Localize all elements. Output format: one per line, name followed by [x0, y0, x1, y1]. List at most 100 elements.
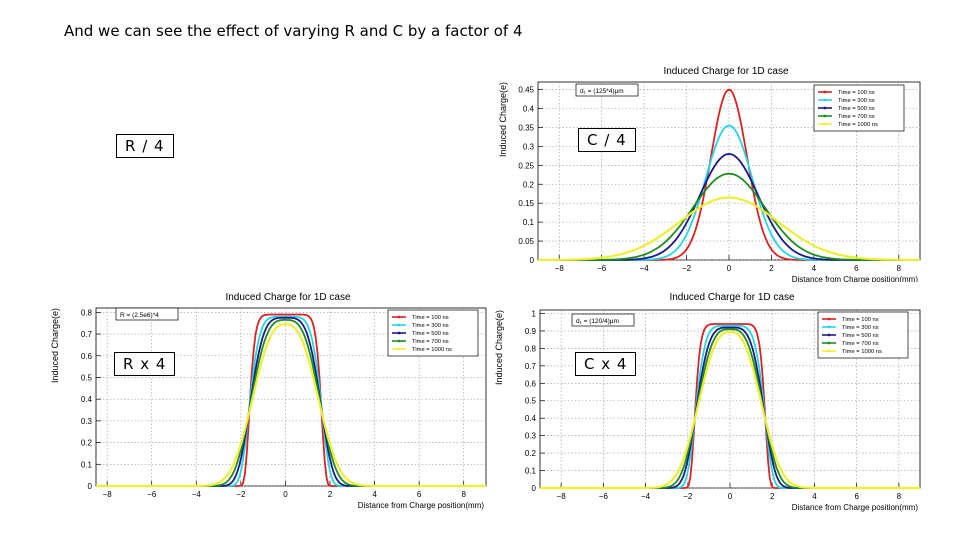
y-tick-label: 0.25	[518, 161, 534, 170]
annotation-box: d₁ = (120/4)μm	[571, 313, 635, 327]
y-tick-label: 0.4	[81, 395, 93, 404]
x-tick-label: 8	[461, 490, 466, 499]
y-tick-label: 0.2	[523, 180, 535, 189]
x-tick-label: −6	[599, 492, 609, 501]
y-tick-label: 0.7	[525, 362, 537, 371]
x-axis-label: Distance from Charge position(mm)	[792, 503, 919, 512]
y-tick-label: 0.1	[523, 218, 535, 227]
x-tick-label: 2	[328, 490, 333, 499]
y-tick-label: 0.2	[81, 439, 93, 448]
x-tick-label: −4	[640, 264, 650, 273]
y-axis-label: Induced Charge(e)	[498, 82, 508, 157]
y-tick-label: 0.6	[525, 379, 537, 388]
legend-marker	[397, 339, 401, 343]
chart-r-mul-panel: −8 −6 −4 −2 0 2 4 6 8 0 0.1 0.2 0.3 0.4 0.5 0.6 0.7 0.8 In…	[48, 286, 490, 512]
chart-title: Induced Charge for 1D case	[663, 66, 789, 77]
legend-marker	[827, 333, 831, 337]
chart-title: Induced Charge for 1D case	[669, 292, 795, 303]
y-tick-label: 0.1	[81, 460, 93, 469]
legend-entry: Time = 500 ns	[412, 331, 449, 337]
legend-marker	[823, 114, 827, 118]
legend: Time = 100 ns Time = 300 ns Time = 500 ns T…	[387, 309, 479, 357]
legend-entry: Time = 1000 ns	[412, 347, 452, 353]
chart-c-mul-panel: −8 −6 −4 −2 0 2 4 6 8 0 0.1 0.2 0.3 0.4 0.5 0.6 0.7 0.8 0.…	[492, 286, 924, 512]
legend-entry: Time = 300 ns	[412, 323, 449, 329]
annotation-text: d₁ = (120/4)μm	[576, 318, 619, 325]
y-tick-label: 0	[88, 482, 93, 491]
legend-marker	[823, 106, 827, 110]
chart-title: Induced Charge for 1D case	[225, 292, 351, 303]
x-axis-label: Distance from Charge position(mm)	[792, 275, 919, 282]
legend-marker	[397, 323, 401, 327]
y-tick-label: 0.05	[518, 237, 534, 246]
legend-entry: Time = 500 ns	[842, 333, 879, 339]
label-r-div: R / 4	[116, 134, 174, 158]
legend-entry: Time = 700 ns	[838, 114, 875, 120]
x-axis-label: Distance from Charge position(mm)	[358, 501, 485, 510]
y-tick-label: 0.2	[525, 449, 537, 458]
x-tick-label: 2	[770, 492, 775, 501]
y-tick-label: 0.6	[81, 352, 93, 361]
label-c-mul: C x 4	[575, 352, 637, 376]
y-axis-label: Induced Charge(e)	[494, 310, 504, 385]
y-axis-label: Induced Charge(e)	[50, 308, 60, 383]
x-tick-label: 8	[897, 492, 902, 501]
legend-marker	[823, 90, 827, 94]
y-tick-label: 0.4	[525, 414, 537, 423]
x-tick-label: −2	[236, 490, 246, 499]
x-tick-label: −2	[682, 264, 692, 273]
x-tick-label: −4	[641, 492, 651, 501]
legend-entry: Time = 100 ns	[842, 317, 879, 323]
legend-marker	[397, 315, 401, 319]
x-tick-label: −8	[555, 264, 565, 273]
legend-entry: Time = 1000 ns	[842, 349, 882, 355]
legend-entry: Time = 300 ns	[838, 98, 875, 104]
x-tick-label: 0	[283, 490, 288, 499]
legend-marker	[827, 317, 831, 321]
y-tick-label: 0	[530, 256, 535, 265]
slide-title: And we can see the effect of varying R a…	[64, 22, 523, 40]
x-tick-label: 6	[854, 264, 859, 273]
legend-entry: Time = 100 ns	[838, 90, 875, 96]
y-tick-label: 0.5	[81, 373, 93, 382]
y-tick-label: 0.9	[525, 327, 537, 336]
y-tick-label: 0.7	[81, 330, 93, 339]
chart-c-mul: −8 −6 −4 −2 0 2 4 6 8 0 0.1 0.2 0.3 0.4 0.5 0.6 0.7 0.8 0.…	[494, 292, 921, 512]
annotation-frame	[115, 307, 179, 321]
annotation-frame	[575, 83, 639, 97]
legend-entry: Time = 300 ns	[842, 325, 879, 331]
x-tick-label: 4	[372, 490, 377, 499]
series-line	[540, 330, 920, 490]
annotation-box: d₁ = (125*4)μm	[575, 83, 639, 97]
legend-entry: Time = 1000 ns	[838, 122, 878, 128]
x-tick-label: 6	[417, 490, 422, 499]
x-tick-label: −6	[597, 264, 607, 273]
legend-marker	[827, 325, 831, 329]
x-tick-label: −6	[147, 490, 157, 499]
x-tick-label: −2	[683, 492, 693, 501]
x-tick-label: 8	[897, 264, 902, 273]
legend-marker	[823, 98, 827, 102]
chart-r-mul: −8 −6 −4 −2 0 2 4 6 8 0 0.1 0.2 0.3 0.4 0.5 0.6 0.7 0.8 In…	[50, 292, 487, 510]
chart-c-div-panel: −8 −6 −4 −2 0 2 4 6 8 0 0.05 0.1 0.15 0.2 0.25 0.3 0.35 0…	[496, 60, 924, 282]
y-tick-label: 0.4	[523, 105, 535, 114]
legend-marker	[397, 331, 401, 335]
series-line	[96, 323, 486, 488]
y-tick-label: 0.35	[518, 123, 534, 132]
legend-marker	[827, 341, 831, 345]
legend: Time = 100 ns Time = 300 ns Time = 500 ns T…	[813, 84, 905, 132]
y-tick-label: 0.8	[81, 308, 93, 317]
y-tick-label: 0.45	[518, 86, 534, 95]
legend-entry: Time = 500 ns	[838, 106, 875, 112]
x-tick-label: 4	[812, 264, 817, 273]
chart-c-div: −8 −6 −4 −2 0 2 4 6 8 0 0.05 0.1 0.15 0.2 0.25 0.3 0.35 0…	[498, 66, 921, 282]
x-tick-label: −8	[557, 492, 567, 501]
legend-marker	[823, 122, 827, 126]
annotation-frame	[571, 313, 635, 327]
series-line	[538, 172, 920, 261]
x-tick-label: −8	[103, 490, 113, 499]
x-tick-label: 6	[854, 492, 859, 501]
annotation-box: R = (2.5e6)*4	[115, 307, 179, 321]
label-r-mul: R x 4	[114, 352, 176, 376]
y-tick-label: 0.5	[525, 397, 537, 406]
